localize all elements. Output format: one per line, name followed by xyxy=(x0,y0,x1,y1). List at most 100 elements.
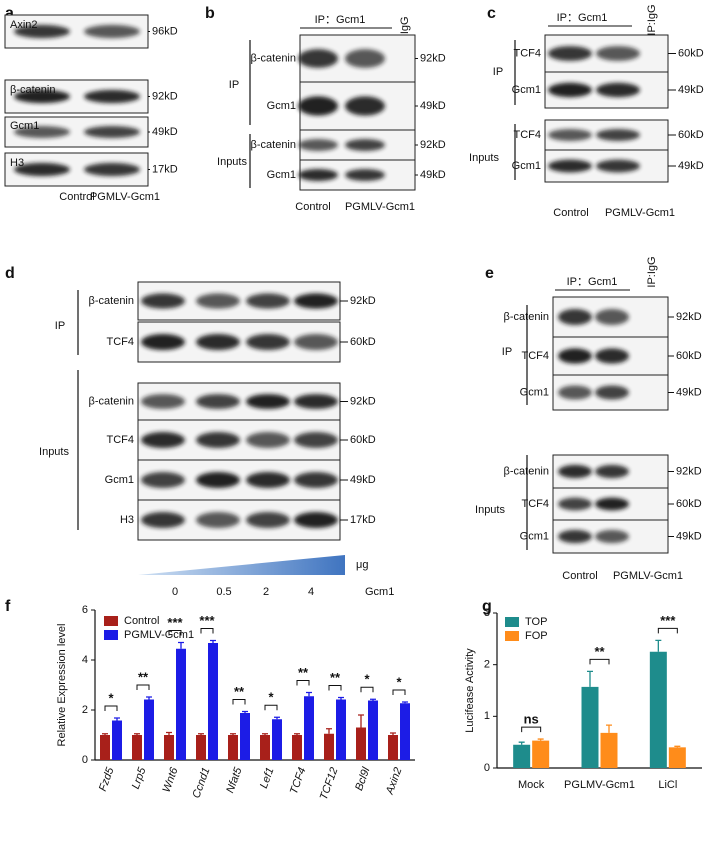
error-bar xyxy=(178,641,184,649)
blot-band xyxy=(196,394,240,409)
blot-band xyxy=(141,472,185,488)
bar xyxy=(400,703,410,760)
sig-label: * xyxy=(268,690,274,705)
legend-swatch xyxy=(505,617,519,627)
size-label: 49kD xyxy=(420,100,446,112)
protein-label: β-catenin xyxy=(251,139,296,151)
blot-band xyxy=(345,139,385,151)
size-label: 92kD xyxy=(676,465,702,477)
x-tick-label: TCF4 xyxy=(288,766,309,796)
blot-band xyxy=(596,82,640,98)
panel-letter: e xyxy=(485,265,494,282)
blot-band xyxy=(196,512,240,528)
blot-band xyxy=(246,394,290,409)
blot-band xyxy=(246,334,290,350)
group-label: IP xyxy=(229,79,239,91)
error-bar xyxy=(114,717,120,721)
size-label: 96kD xyxy=(152,25,178,37)
group-label: Inputs xyxy=(475,504,505,516)
sig-label: ** xyxy=(234,684,245,699)
protein-label: β-catenin xyxy=(89,295,134,307)
ip-header: IP：Gcm1 xyxy=(315,14,366,26)
protein-label: Gcm1 xyxy=(520,386,549,398)
blot-band xyxy=(548,82,592,98)
group-label: IP xyxy=(502,346,512,358)
blot-band xyxy=(345,96,385,116)
sig-bracket xyxy=(392,689,406,695)
error-bar xyxy=(274,716,280,720)
dose-label: 0.5 xyxy=(216,586,231,598)
bar xyxy=(240,713,250,760)
error-bar xyxy=(390,732,396,735)
size-label: 60kD xyxy=(350,434,376,446)
blot-band xyxy=(141,394,185,409)
x-tick-label: Bcl9l xyxy=(353,765,373,792)
bar xyxy=(228,735,238,760)
bar xyxy=(388,735,398,760)
blot-band xyxy=(345,49,385,68)
error-bar xyxy=(587,670,593,687)
blot-band xyxy=(294,394,338,409)
panel-letter: d xyxy=(5,265,15,282)
size-label: 92kD xyxy=(420,52,446,64)
bar xyxy=(144,699,154,760)
protein-label: TCF4 xyxy=(514,129,542,141)
sig-bracket xyxy=(296,680,310,686)
blot-band xyxy=(345,169,385,181)
x-tick-label: Nfat5 xyxy=(224,765,245,795)
size-label: 60kD xyxy=(678,47,704,59)
bar xyxy=(112,720,122,760)
x-tick-label: Wnt6 xyxy=(160,765,180,794)
sig-label: *** xyxy=(199,613,215,628)
error-bar xyxy=(306,691,312,697)
x-tick-label: Mock xyxy=(518,779,545,791)
group-label: Inputs xyxy=(39,446,69,458)
panel-letter: a xyxy=(5,5,14,22)
size-label: 92kD xyxy=(350,395,376,407)
blot-band xyxy=(196,472,240,488)
bar xyxy=(176,648,186,760)
error-bar xyxy=(606,724,612,733)
error-bar xyxy=(134,733,140,735)
protein-label: Gcm1 xyxy=(512,160,541,172)
error-bar xyxy=(370,698,376,701)
blot-band xyxy=(141,334,185,350)
lane-label: PGMLV-Gcm1 xyxy=(345,201,415,213)
blot-band xyxy=(246,293,290,309)
sig-bracket xyxy=(360,686,374,693)
blot-band xyxy=(294,512,338,528)
blot-band xyxy=(548,159,592,173)
blot-band xyxy=(246,512,290,528)
blot-band xyxy=(298,169,338,181)
sig-label: ** xyxy=(330,670,341,685)
bar xyxy=(304,696,314,760)
error-bar xyxy=(294,733,300,735)
blot-band xyxy=(141,512,185,528)
blot-band xyxy=(141,293,185,309)
blot-band xyxy=(141,432,185,448)
sig-label: * xyxy=(108,690,114,705)
blot-band xyxy=(298,49,338,68)
sig-bracket xyxy=(232,699,246,705)
blot-band xyxy=(596,46,640,61)
size-label: 49kD xyxy=(678,160,704,172)
error-bar xyxy=(674,745,681,748)
blot-band xyxy=(14,126,70,138)
sig-label: ** xyxy=(594,644,605,659)
x-tick-label: Axin2 xyxy=(384,766,405,797)
x-tick-label: LiCl xyxy=(658,779,677,791)
legend-swatch xyxy=(505,631,519,641)
error-bar xyxy=(326,728,332,734)
panel-letter: f xyxy=(5,598,11,615)
lane-label: Control xyxy=(553,207,588,219)
sig-bracket xyxy=(589,658,610,665)
dose-name: Gcm1 xyxy=(365,586,394,598)
y-axis-label: Relative Expression level xyxy=(56,624,68,747)
sig-bracket xyxy=(168,630,182,636)
bar xyxy=(600,732,618,768)
legend-swatch xyxy=(104,616,118,626)
sig-bracket xyxy=(521,726,542,733)
bar xyxy=(532,740,550,768)
protein-label: Gcm1 xyxy=(105,474,134,486)
y-tick-label: 3 xyxy=(484,607,490,619)
